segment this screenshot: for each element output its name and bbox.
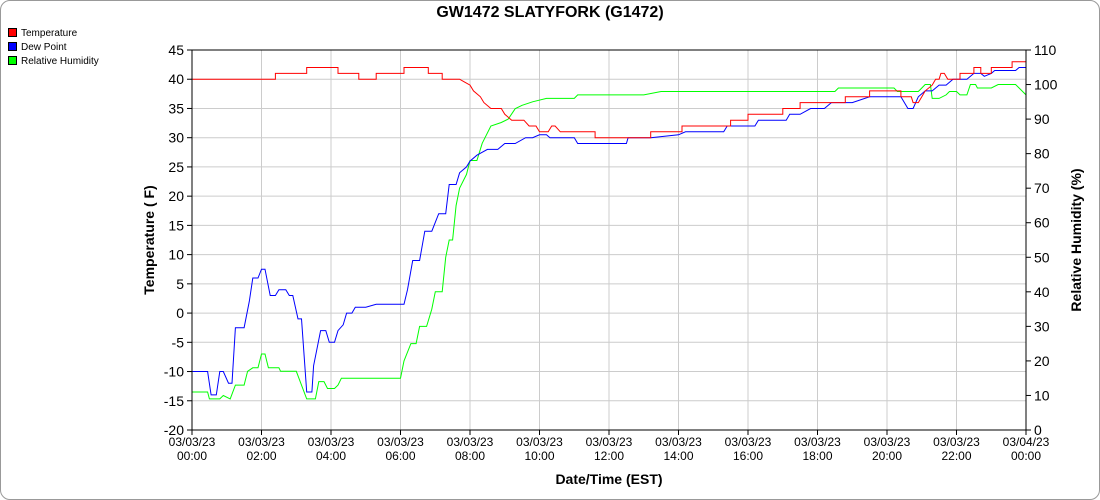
x-tick-time: 16:00 — [733, 449, 763, 463]
y2-tick-label: 20 — [1034, 353, 1050, 369]
series-line-relative-humidity — [192, 84, 1027, 400]
y-tick-label: 10 — [168, 247, 184, 263]
legend-item-relative-humidity: Relative Humidity — [8, 55, 99, 69]
chart-title: GW1472 SLATYFORK (G1472) — [436, 4, 664, 21]
y2-axis-label: Relative Humidity (%) — [1068, 168, 1084, 311]
x-tick-label: 03/03/23 10:00 — [516, 435, 563, 463]
y-tick-label: 30 — [168, 130, 184, 146]
y-axis-label: Temperature ( F) — [141, 185, 157, 294]
y-tick-label: 0 — [176, 305, 184, 321]
x-tick-date: 03/03/23 — [169, 435, 216, 449]
x-tick-date: 03/03/23 — [794, 435, 841, 449]
legend-label-temperature: Temperature — [21, 28, 78, 39]
x-tick-date: 03/03/23 — [238, 435, 285, 449]
x-tick-label: 03/03/23 02:00 — [238, 435, 285, 463]
y2-tick-label: 40 — [1034, 284, 1050, 300]
x-tick-date: 03/03/23 — [864, 435, 911, 449]
x-tick-label: 03/03/23 04:00 — [308, 435, 355, 463]
x-tick-date: 03/03/23 — [586, 435, 633, 449]
x-tick-time: 18:00 — [802, 449, 832, 463]
y2-tick-label: 110 — [1034, 42, 1057, 58]
x-tick-time: 04:00 — [316, 449, 346, 463]
y-tick-label: 20 — [168, 188, 184, 204]
series-line-dew-point — [192, 67, 1026, 396]
x-tick-date: 03/03/23 — [377, 435, 424, 449]
x-tick-label: 03/03/23 14:00 — [655, 435, 702, 463]
x-tick-time: 00:00 — [177, 449, 207, 463]
y-tick-label: 45 — [168, 42, 184, 58]
legend-item-dew-point: Dew Point — [8, 41, 99, 55]
y2-tick-label: 60 — [1034, 215, 1050, 231]
x-tick-label: 03/03/23 12:00 — [586, 435, 633, 463]
y2-tick-label: 70 — [1034, 180, 1050, 196]
x-tick-date: 03/03/23 — [933, 435, 980, 449]
x-tick-date: 03/03/23 — [725, 435, 772, 449]
x-tick-time: 08:00 — [455, 449, 485, 463]
grid — [191, 49, 1027, 431]
y-tick-label: 40 — [168, 71, 184, 87]
y2-tick-label: 90 — [1034, 111, 1050, 127]
y-tick-label: 35 — [168, 100, 184, 116]
y2-tick-label: 50 — [1034, 249, 1050, 265]
x-tick-time: 20:00 — [872, 449, 902, 463]
axes: 454035302520151050-5-10-15-2011010090807… — [164, 42, 1058, 463]
y2-tick-label: 30 — [1034, 318, 1050, 334]
y2-tick-label: 100 — [1034, 77, 1058, 93]
series-layer — [192, 61, 1027, 400]
x-tick-label: 03/03/23 06:00 — [377, 435, 424, 463]
x-tick-date: 03/04/23 — [1003, 435, 1050, 449]
y-tick-label: -15 — [164, 393, 184, 409]
y-tick-label: 5 — [176, 276, 184, 292]
y-tick-label: -5 — [172, 334, 185, 350]
x-tick-label: 03/03/23 00:00 — [169, 435, 216, 463]
x-tick-label: 03/03/23 08:00 — [447, 435, 494, 463]
y2-tick-label: 10 — [1034, 387, 1050, 403]
x-tick-label: 03/04/23 00:00 — [1003, 435, 1050, 463]
x-tick-time: 22:00 — [941, 449, 971, 463]
x-tick-time: 06:00 — [385, 449, 415, 463]
y2-tick-label: 80 — [1034, 146, 1050, 162]
series-line-temperature — [192, 61, 1026, 139]
x-tick-time: 12:00 — [594, 449, 624, 463]
x-tick-time: 00:00 — [1011, 449, 1041, 463]
legend-swatch-dew-point — [8, 41, 17, 51]
legend-item-temperature: Temperature — [8, 27, 99, 41]
legend-label-relative-humidity: Relative Humidity — [21, 56, 99, 67]
x-tick-date: 03/03/23 — [447, 435, 494, 449]
x-tick-date: 03/03/23 — [516, 435, 563, 449]
legend-swatch-temperature — [8, 27, 17, 37]
legend-label-dew-point: Dew Point — [21, 42, 67, 53]
y-tick-label: -10 — [164, 364, 184, 380]
legend-swatch-relative-humidity — [8, 55, 17, 65]
x-tick-label: 03/03/23 20:00 — [864, 435, 911, 463]
x-tick-date: 03/03/23 — [655, 435, 702, 449]
x-tick-label: 03/03/23 18:00 — [794, 435, 841, 463]
x-tick-time: 10:00 — [524, 449, 554, 463]
x-tick-time: 14:00 — [663, 449, 693, 463]
x-tick-date: 03/03/23 — [308, 435, 355, 449]
x-tick-time: 02:00 — [246, 449, 276, 463]
legend: Temperature Dew Point Relative Humidity — [8, 27, 99, 69]
x-tick-label: 03/03/23 22:00 — [933, 435, 980, 463]
x-tick-label: 03/03/23 16:00 — [725, 435, 772, 463]
x-axis-label: Date/Time (EST) — [555, 471, 662, 487]
y-tick-label: -20 — [164, 422, 184, 438]
y-tick-label: 15 — [168, 217, 184, 233]
y2-tick-label: 0 — [1034, 422, 1042, 438]
y-tick-label: 25 — [168, 159, 184, 175]
